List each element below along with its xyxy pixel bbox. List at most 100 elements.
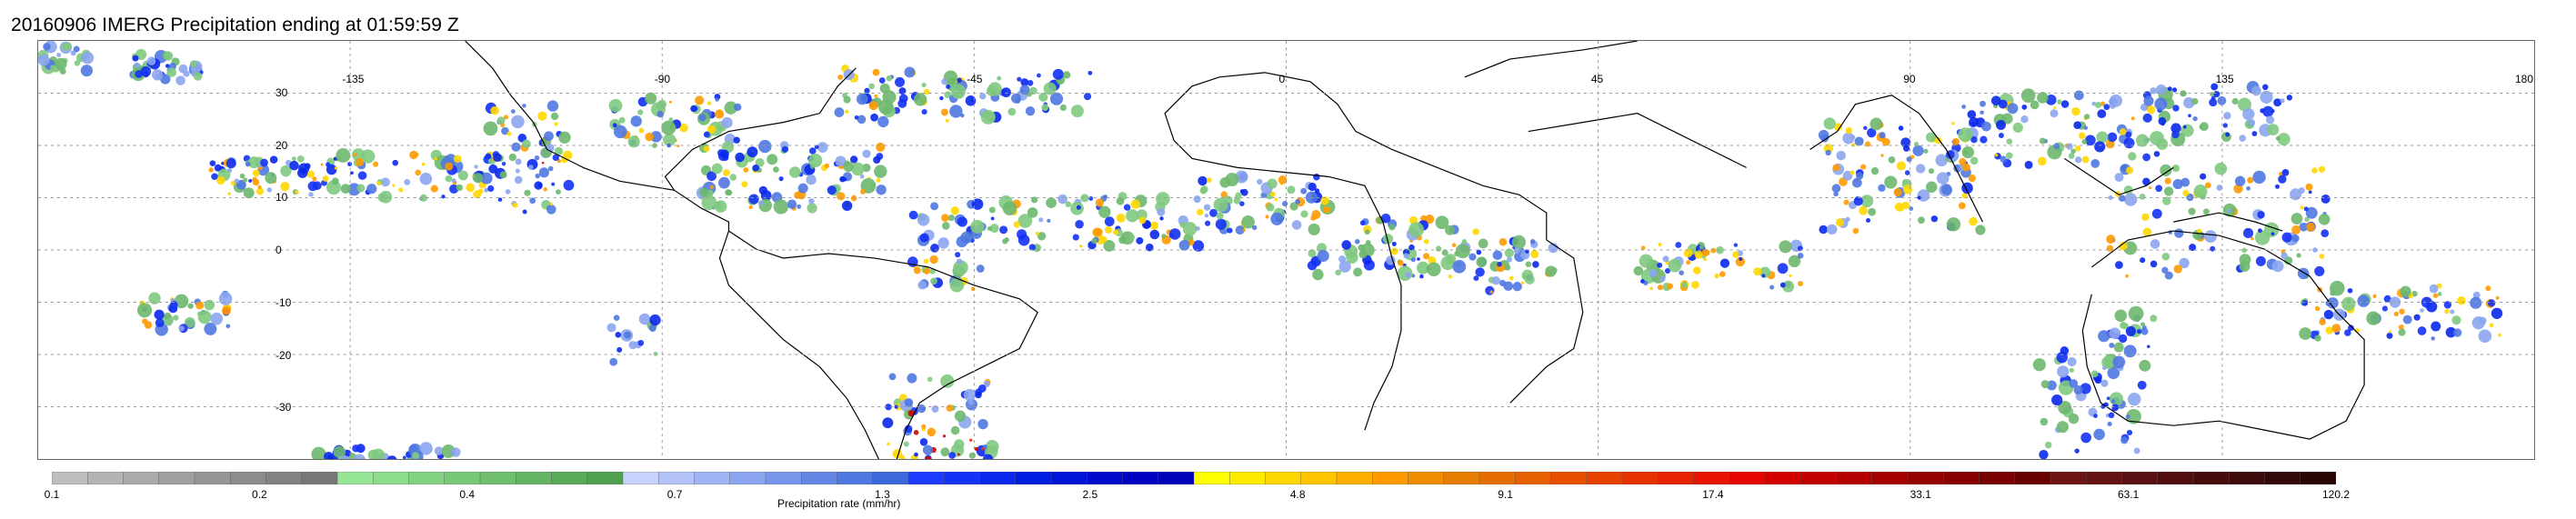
precipitation-cell (657, 110, 665, 118)
colorbar-swatch (2014, 471, 2051, 485)
precipitation-cell (1968, 175, 1976, 183)
precipitation-cell (449, 184, 459, 194)
precipitation-cell (755, 157, 765, 167)
precipitation-cell (441, 195, 446, 199)
precipitation-cell (940, 108, 948, 116)
precipitation-cell (350, 171, 354, 175)
precipitation-cell (941, 222, 950, 230)
precipitation-cell (2142, 227, 2152, 237)
colorbar-swatch (2121, 471, 2159, 485)
precipitation-cell (291, 156, 296, 162)
map-canvas (38, 41, 2534, 459)
precipitation-cell (2125, 325, 2137, 337)
precipitation-cell (554, 122, 558, 126)
precipitation-cell (2188, 114, 2191, 118)
colorbar-swatch (230, 471, 267, 485)
precipitation-cell (1675, 242, 1682, 248)
precipitation-cell (1103, 195, 1108, 200)
precipitation-cell (2344, 329, 2351, 336)
precipitation-cell (2118, 195, 2126, 202)
precipitation-cell (904, 66, 916, 78)
precipitation-cell (868, 83, 875, 90)
colorbar-swatch (551, 471, 588, 485)
precipitation-cell (2227, 208, 2232, 214)
precipitation-cell (2119, 128, 2127, 135)
precipitation-cell (2073, 121, 2081, 129)
precipitation-cell (1633, 265, 1644, 276)
precipitation-cell (2053, 143, 2060, 149)
precipitation-cell (535, 173, 540, 179)
precipitation-cell (2260, 90, 2273, 104)
precipitation-cell (2012, 122, 2023, 133)
precipitation-cell (2320, 194, 2330, 204)
precipitation-cell (419, 194, 427, 202)
colorbar-swatch (586, 471, 624, 485)
precipitation-cell (878, 77, 886, 84)
precipitation-cell (748, 205, 753, 210)
precipitation-cell (2140, 103, 2149, 112)
precipitation-cell (1827, 224, 1838, 235)
precipitation-cell (50, 65, 56, 72)
longitude-label: 90 (1903, 73, 1916, 85)
precipitation-cell (886, 75, 893, 82)
precipitation-cell (873, 155, 881, 165)
precipitation-cell (1789, 274, 1792, 277)
precipitation-cell (2251, 131, 2258, 136)
precipitation-cell (947, 214, 955, 222)
precipitation-cell (845, 109, 849, 115)
precipitation-cell (695, 95, 705, 105)
precipitation-cell (711, 163, 723, 175)
colorbar-swatch (336, 471, 374, 485)
precipitation-cell (392, 184, 396, 187)
precipitation-cell (2420, 308, 2424, 313)
precipitation-cell (2216, 185, 2223, 191)
precipitation-cell (707, 101, 712, 105)
precipitation-cell (1990, 95, 2001, 105)
precipitation-cell (1504, 248, 1514, 258)
precipitation-cell (1098, 205, 1111, 218)
precipitation-cell (950, 84, 966, 99)
precipitation-cell (2109, 342, 2115, 348)
precipitation-cell (1649, 269, 1658, 278)
precipitation-cell (724, 101, 737, 115)
precipitation-cell (1851, 143, 1856, 147)
precipitation-cell (907, 410, 915, 417)
precipitation-cell (2120, 436, 2129, 444)
precipitation-cell (515, 168, 520, 174)
precipitation-cell (927, 427, 937, 437)
precipitation-cell (1936, 172, 1950, 185)
precipitation-cell (142, 318, 148, 324)
precipitation-cell (1819, 225, 1829, 235)
precipitation-cell (741, 181, 748, 188)
precipitation-cell (1925, 132, 1936, 143)
precipitation-cell (2161, 252, 2170, 261)
precipitation-cell (649, 314, 661, 326)
precipitation-cell (404, 179, 411, 185)
precipitation-cell (193, 72, 203, 81)
precipitation-cell (2155, 185, 2163, 193)
precipitation-cell (2275, 135, 2280, 141)
precipitation-cell (1338, 255, 1347, 264)
precipitation-cell (2318, 165, 2326, 173)
precipitation-cell (788, 166, 801, 178)
precipitation-cell (2079, 132, 2086, 139)
precipitation-cell (2119, 242, 2128, 251)
precipitation-cell (2443, 301, 2452, 309)
precipitation-cell (851, 162, 865, 176)
precipitation-cell (1834, 123, 1842, 132)
precipitation-cell (1649, 286, 1654, 291)
precipitation-cell (1902, 179, 1908, 185)
precipitation-cell (1845, 216, 1850, 222)
precipitation-cell (715, 109, 725, 119)
colorbar-swatch (2050, 471, 2087, 485)
precipitation-cell (2402, 314, 2412, 324)
precipitation-cell (2098, 330, 2110, 343)
precipitation-map[interactable] (37, 40, 2535, 460)
precipitation-cell (2037, 92, 2049, 104)
precipitation-cell (1448, 274, 1453, 279)
precipitation-cell (2239, 261, 2250, 272)
precipitation-cell (2126, 429, 2133, 436)
precipitation-cell (2040, 380, 2050, 389)
precipitation-cell (653, 351, 658, 356)
precipitation-cell (1313, 173, 1320, 181)
